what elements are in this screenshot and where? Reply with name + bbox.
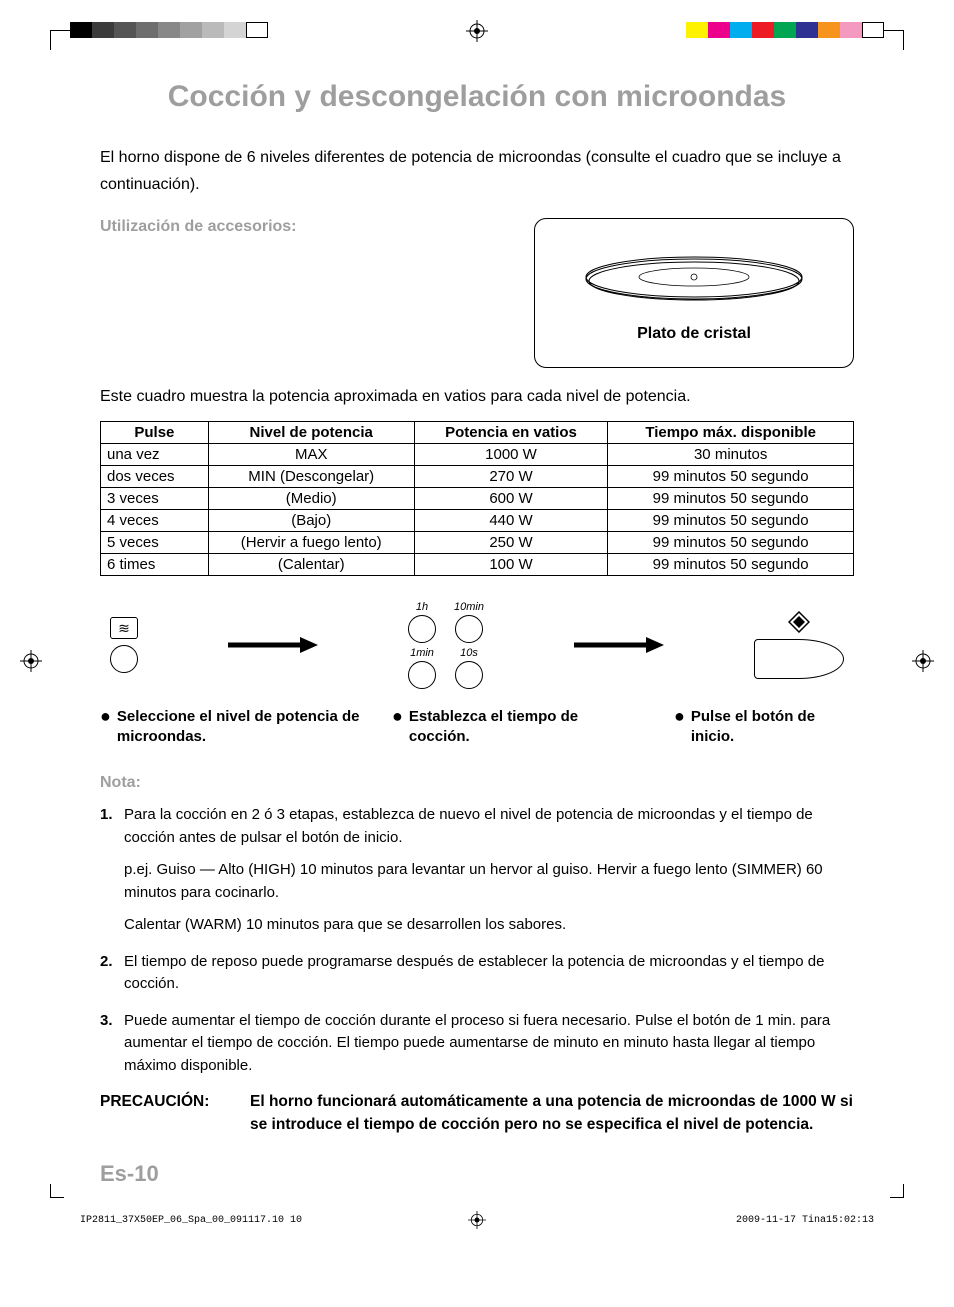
note-number: 2. — [100, 951, 124, 996]
registration-target-icon — [20, 650, 42, 677]
table-row: 4 veces(Bajo)440 W99 minutos 50 segundo — [101, 510, 854, 532]
glass-plate-icon — [579, 247, 809, 307]
table-row: una vezMAX1000 W30 minutos — [101, 444, 854, 466]
registration-target-icon — [466, 20, 488, 47]
dial-icon — [408, 661, 436, 689]
note-number: 3. — [100, 1010, 124, 1078]
arrow-right-icon — [228, 635, 318, 655]
registration-target-icon — [468, 1211, 486, 1233]
table-row: 6 times(Calentar)100 W99 minutos 50 segu… — [101, 554, 854, 576]
print-registration-top — [0, 0, 954, 50]
page-number: Es-10 — [100, 1161, 854, 1187]
dial-icon — [455, 615, 483, 643]
table-row: 3 veces(Medio)600 W99 minutos 50 segundo — [101, 488, 854, 510]
time-10s-label: 10s — [460, 647, 478, 659]
step2-caption: Establezca el tiempo de cocción. — [409, 707, 642, 746]
dial-icon — [408, 615, 436, 643]
step-power-icon: ≋ — [110, 617, 138, 673]
time-1min-label: 1min — [410, 647, 434, 659]
bullet-icon: ● — [674, 707, 685, 725]
print-footer: IP2811_37X50EP_06_Spa_00_091117.10 10 20… — [0, 1207, 954, 1234]
note-text: El tiempo de reposo puede programarse de… — [124, 951, 854, 996]
registration-target-icon — [912, 650, 934, 677]
bullet-icon: ● — [100, 707, 111, 725]
note-item: 1. Para la cocción en 2 ó 3 etapas, esta… — [100, 804, 854, 937]
power-levels-table: Pulse Nivel de potencia Potencia en vati… — [100, 421, 854, 576]
step1-caption: Seleccione el nivel de potencia de micro… — [117, 707, 360, 746]
crop-mark — [50, 30, 70, 50]
glass-plate-figure: Plato de cristal — [534, 218, 854, 368]
caution-text: El horno funcionará automáticamente a un… — [250, 1091, 854, 1136]
page-title: Cocción y descongelación con microondas — [100, 80, 854, 114]
table-row: 5 veces(Hervir a fuego lento)250 W99 min… — [101, 532, 854, 554]
step-time-icon: 1h 10min 1min 10s — [408, 601, 484, 689]
dial-icon — [110, 645, 138, 673]
steps-diagram: ≋ 1h 10min 1min 10s — [100, 601, 854, 689]
col-watts: Potencia en vatios — [414, 422, 608, 444]
note-text: Calentar (WARM) 10 minutos para que se d… — [124, 914, 854, 937]
note-number: 1. — [100, 804, 124, 937]
time-1h-label: 1h — [416, 601, 428, 613]
accessories-section: Utilización de accesorios: Plato de cris… — [100, 218, 854, 368]
plate-caption: Plato de cristal — [637, 325, 751, 343]
step-captions: ● Seleccione el nivel de potencia de micr… — [100, 707, 854, 746]
start-button-shape-icon — [754, 639, 844, 679]
dial-icon — [455, 661, 483, 689]
note-text: p.ej. Guiso — Alto (HIGH) 10 minutos par… — [124, 859, 854, 904]
table-header-row: Pulse Nivel de potencia Potencia en vati… — [101, 422, 854, 444]
table-row: dos vecesMIN (Descongelar)270 W99 minuto… — [101, 466, 854, 488]
note-text: Para la cocción en 2 ó 3 etapas, estable… — [124, 804, 854, 849]
table-intro: Este cuadro muestra la potencia aproxima… — [100, 388, 854, 406]
step-start-icon — [754, 611, 844, 679]
crop-mark — [50, 1184, 64, 1198]
time-10min-label: 10min — [454, 601, 484, 613]
caution-block: PRECAUCIÓN: El horno funcionará automáti… — [100, 1091, 854, 1136]
caution-label: PRECAUCIÓN: — [100, 1091, 250, 1136]
footer-left: IP2811_37X50EP_06_Spa_00_091117.10 10 — [80, 1215, 302, 1226]
bullet-icon: ● — [392, 707, 403, 725]
arrow-right-icon — [574, 635, 664, 655]
page-content: Cocción y descongelación con microondas … — [0, 50, 954, 1207]
footer-right: 2009-11-17 Tina15:02:13 — [736, 1215, 874, 1226]
microwave-icon: ≋ — [110, 617, 138, 639]
notes-list: 1. Para la cocción en 2 ó 3 etapas, esta… — [100, 804, 854, 1077]
col-level: Nivel de potencia — [208, 422, 414, 444]
col-maxtime: Tiempo máx. disponible — [608, 422, 854, 444]
crop-mark — [890, 1184, 904, 1198]
crop-mark — [884, 30, 904, 50]
col-pulse: Pulse — [101, 422, 209, 444]
note-item: 2. El tiempo de reposo puede programarse… — [100, 951, 854, 996]
intro-text: El horno dispone de 6 niveles diferentes… — [100, 144, 854, 198]
grayscale-bars — [70, 22, 268, 38]
color-bars — [686, 22, 884, 38]
note-heading: Nota: — [100, 774, 854, 792]
accessories-label: Utilización de accesorios: — [100, 218, 504, 236]
step3-caption: Pulse el botón de inicio. — [691, 707, 854, 746]
start-diamond-icon — [788, 611, 810, 633]
note-text: Puede aumentar el tiempo de cocción dura… — [124, 1010, 854, 1078]
note-item: 3. Puede aumentar el tiempo de cocción d… — [100, 1010, 854, 1078]
